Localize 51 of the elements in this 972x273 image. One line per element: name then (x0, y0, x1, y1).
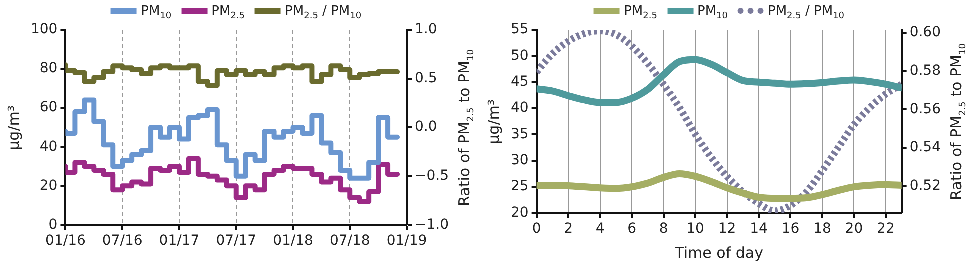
y-tick-label: 50 (510, 48, 529, 64)
y2-tick-label: 0.54 (910, 140, 942, 156)
x-tick-label: 18 (814, 221, 832, 238)
x-tick-label: 01/18 (273, 233, 314, 250)
x-tick-label: 6 (628, 221, 637, 238)
x-tick-label: 0 (532, 221, 542, 238)
x-tick-label: 12 (718, 221, 736, 238)
y-tick-label: 100 (30, 22, 58, 38)
x-tick-label: 16 (782, 221, 800, 238)
y-tick-label: 80 (40, 60, 58, 77)
x-tick-label: 8 (659, 221, 668, 238)
y-axis-title: μg/m³ (5, 105, 23, 150)
x-tick-label: 07/18 (330, 233, 370, 250)
x-tick-label: 07/16 (102, 233, 143, 250)
y2-tick-label: −0.5 (415, 168, 450, 184)
legend-label: PM$_{2.5}$ / PM$_{10}$ (768, 4, 845, 22)
y2-tick-label: 0.52 (910, 178, 941, 194)
legend-label: PM$_{2.5}$ / PM$_{10}$ (285, 4, 362, 22)
x-tick-label: 2 (564, 221, 574, 238)
y-tick-label: 55 (510, 22, 529, 38)
x-tick-label: 22 (877, 221, 895, 238)
y-tick-label: 30 (510, 152, 529, 168)
y-tick-label: 60 (40, 100, 58, 116)
legend-label: PM$_{10}$ (141, 4, 172, 22)
x-tick-label: 01/16 (46, 233, 86, 250)
y-axis-title: μg/m³ (485, 99, 503, 144)
x-tick-label: 01/19 (386, 233, 428, 250)
x-tick-label: 20 (845, 221, 864, 238)
y-tick-label: 45 (510, 74, 529, 90)
y2-tick-label: 0.60 (910, 24, 941, 41)
x-tick-label: 01/17 (159, 233, 200, 250)
legend-label: PM$_{2.5}$ (624, 4, 658, 22)
y-tick-label: 35 (510, 126, 529, 142)
x-axis-title: Time of day (675, 244, 764, 262)
legend-label: PM$_{10}$ (697, 4, 728, 22)
y2-tick-label: 0.56 (910, 101, 942, 118)
y2-tick-label: 0.0 (415, 119, 438, 136)
x-tick-label: 07/17 (216, 233, 257, 250)
y-tick-label: 40 (510, 100, 529, 116)
y-tick-label: 40 (40, 138, 58, 155)
y2-tick-label: 0.5 (415, 70, 438, 86)
legend-label: PM$_{2.5}$ (212, 4, 246, 22)
x-tick-label: 4 (596, 221, 605, 238)
y2-tick-label: −1.0 (415, 216, 450, 233)
y-tick-label: 25 (510, 178, 529, 195)
y2-tick-label: 1.0 (415, 22, 438, 38)
y-tick-label: 20 (40, 178, 58, 194)
x-tick-label: 14 (750, 221, 768, 238)
y2-tick-label: 0.58 (910, 62, 941, 79)
x-tick-label: 10 (686, 221, 704, 238)
y-tick-label: 20 (510, 204, 529, 221)
